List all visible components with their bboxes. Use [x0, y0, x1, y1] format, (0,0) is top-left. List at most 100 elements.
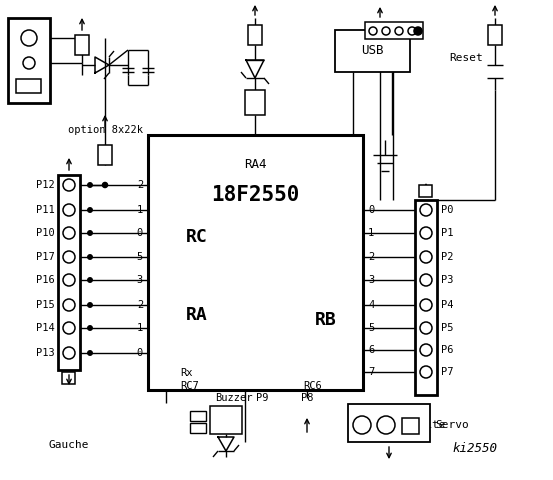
Circle shape: [369, 27, 377, 35]
Circle shape: [353, 416, 371, 434]
Bar: [8, 18, 50, 103]
Text: RC6: RC6: [303, 381, 322, 391]
Circle shape: [63, 179, 75, 191]
Text: 18F2550: 18F2550: [211, 185, 299, 205]
Text: 0: 0: [137, 228, 143, 238]
Text: Reset: Reset: [449, 53, 483, 63]
Text: P7: P7: [441, 367, 453, 377]
Bar: [335, 30, 410, 72]
Text: USB: USB: [361, 45, 383, 58]
Circle shape: [420, 204, 432, 216]
Text: P2: P2: [441, 252, 453, 262]
Text: P12: P12: [36, 180, 55, 190]
Text: 2: 2: [137, 180, 143, 190]
Text: 6: 6: [368, 345, 374, 355]
Circle shape: [395, 27, 403, 35]
Circle shape: [377, 416, 395, 434]
Circle shape: [63, 204, 75, 216]
Circle shape: [420, 344, 432, 356]
Text: ki2550: ki2550: [452, 442, 498, 455]
Text: RC: RC: [186, 228, 208, 246]
Bar: [415, 200, 437, 395]
Circle shape: [88, 326, 92, 330]
Text: P17: P17: [36, 252, 55, 262]
Text: P6: P6: [441, 345, 453, 355]
Text: 0: 0: [368, 205, 374, 215]
Text: 5: 5: [137, 252, 143, 262]
Circle shape: [420, 274, 432, 286]
Text: P13: P13: [36, 348, 55, 358]
Text: P9: P9: [255, 393, 268, 403]
Text: Rx: Rx: [180, 368, 192, 378]
Text: Gauche: Gauche: [49, 440, 89, 450]
Text: 1: 1: [368, 228, 374, 238]
Circle shape: [63, 322, 75, 334]
Circle shape: [63, 299, 75, 311]
Text: 3: 3: [137, 275, 143, 285]
Circle shape: [414, 27, 422, 35]
Circle shape: [21, 30, 37, 46]
Bar: [419, 185, 432, 197]
Bar: [245, 90, 265, 115]
Text: RB: RB: [315, 311, 337, 329]
Text: 1: 1: [137, 323, 143, 333]
Circle shape: [382, 27, 390, 35]
Circle shape: [420, 299, 432, 311]
Text: RA: RA: [186, 306, 208, 324]
Circle shape: [420, 322, 432, 334]
Text: P5: P5: [441, 323, 453, 333]
Circle shape: [420, 251, 432, 263]
Circle shape: [420, 366, 432, 378]
Text: 1: 1: [137, 205, 143, 215]
Circle shape: [63, 347, 75, 359]
Bar: [365, 22, 423, 39]
Text: 4: 4: [368, 300, 374, 310]
Circle shape: [63, 274, 75, 286]
Text: Droite: Droite: [406, 420, 446, 430]
Text: P4: P4: [441, 300, 453, 310]
Circle shape: [88, 231, 92, 235]
Bar: [190, 423, 206, 433]
Bar: [98, 145, 112, 165]
Bar: [402, 418, 419, 434]
Text: Buzzer: Buzzer: [215, 393, 253, 403]
Text: 2: 2: [137, 300, 143, 310]
Text: P0: P0: [441, 205, 453, 215]
Bar: [16, 79, 41, 93]
Circle shape: [420, 227, 432, 239]
Bar: [348, 404, 430, 442]
Bar: [190, 411, 206, 421]
Bar: [248, 25, 262, 45]
Bar: [210, 406, 242, 434]
Bar: [148, 135, 363, 390]
Text: 3: 3: [368, 275, 374, 285]
Text: P15: P15: [36, 300, 55, 310]
Circle shape: [88, 303, 92, 307]
Text: option 8x22k: option 8x22k: [67, 125, 143, 135]
Text: 0: 0: [137, 348, 143, 358]
Bar: [62, 372, 75, 384]
Text: P10: P10: [36, 228, 55, 238]
Circle shape: [63, 251, 75, 263]
Circle shape: [63, 227, 75, 239]
Text: 2: 2: [368, 252, 374, 262]
Circle shape: [88, 278, 92, 282]
Circle shape: [102, 182, 107, 188]
Circle shape: [88, 183, 92, 187]
Text: P8: P8: [301, 393, 313, 403]
Circle shape: [408, 27, 416, 35]
Text: 7: 7: [368, 367, 374, 377]
Circle shape: [88, 255, 92, 259]
Circle shape: [23, 57, 35, 69]
Bar: [488, 25, 502, 45]
Text: RA4: RA4: [244, 158, 266, 171]
Text: P3: P3: [441, 275, 453, 285]
Text: RC7: RC7: [180, 381, 199, 391]
Circle shape: [88, 351, 92, 355]
Bar: [58, 175, 80, 370]
Text: 5: 5: [368, 323, 374, 333]
Text: P16: P16: [36, 275, 55, 285]
Text: Servo: Servo: [435, 420, 469, 430]
Text: P11: P11: [36, 205, 55, 215]
Text: P14: P14: [36, 323, 55, 333]
